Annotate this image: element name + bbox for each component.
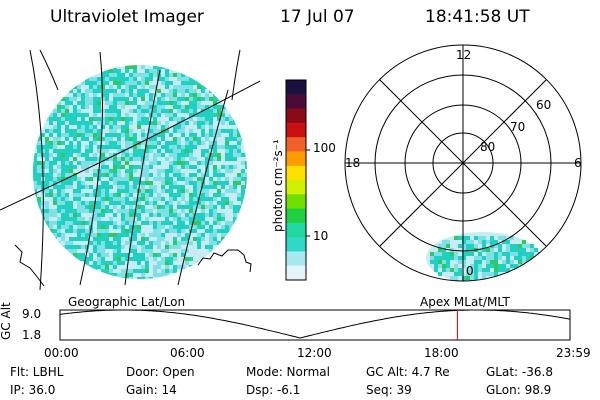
timeline-xtick-0600: 06:00 — [170, 346, 205, 360]
timeline-ylabel: GC Alt — [0, 302, 13, 340]
longitude-line — [124, 69, 161, 286]
colorbar-frame — [285, 79, 307, 281]
status-glon: GLon: 98.9 — [486, 383, 552, 397]
longitude-line — [231, 49, 241, 101]
status-ip: IP: 36.0 — [10, 383, 56, 397]
status-gain: Gain: 14 — [126, 383, 177, 397]
geographic-grid — [0, 49, 260, 290]
status-seq: Seq: 39 — [366, 383, 412, 397]
longitude-line — [79, 51, 103, 286]
timeline-ytick-top: 9.0 — [22, 307, 42, 321]
timeline-ytick-bottom: 1.8 — [22, 328, 42, 342]
status-door: Door: Open — [126, 365, 195, 379]
geographic-panel-title: Geographic Lat/Lon — [68, 295, 186, 309]
status-mode: Mode: Normal — [246, 365, 330, 379]
status-dsp: Dsp: -6.1 — [246, 383, 301, 397]
polar-aurora — [426, 232, 542, 281]
status-glat: GLat: -36.8 — [486, 365, 553, 379]
timeline-xtick-2359: 23:59 — [556, 346, 591, 360]
timeline-plot — [59, 309, 571, 341]
mlat-label-60: 60 — [536, 98, 552, 112]
altitude-curve — [59, 309, 571, 339]
mlat-label-80: 80 — [480, 140, 496, 154]
polar-plot — [344, 44, 582, 282]
latitude-line — [0, 80, 260, 211]
colorbar-tick-10: 10 — [313, 229, 329, 243]
mlt-label-18: 18 — [345, 156, 361, 170]
date-label: 17 Jul 07 — [280, 7, 355, 27]
timeline-xtick-1800: 18:00 — [424, 346, 459, 360]
colorbar — [286, 80, 306, 281]
mlt-label-0: 0 — [466, 264, 474, 278]
status-gc-alt: GC Alt: 4.7 Re — [366, 365, 450, 379]
status-filter: Flt: LBHL — [10, 365, 64, 379]
polar-panel-title: Apex MLat/MLT — [420, 295, 510, 309]
mlt-label-12: 12 — [456, 48, 472, 62]
polar-meridian-diag — [379, 79, 547, 247]
longitude-line — [39, 49, 59, 91]
time-label: 18:41:58 UT — [425, 7, 530, 27]
mlt-label-6: 6 — [574, 156, 582, 170]
colorbar-tick-100: 100 — [313, 141, 336, 155]
coastline — [14, 244, 252, 287]
longitude-line — [29, 49, 44, 290]
mlat-label-70: 70 — [510, 120, 526, 134]
timeline-xtick-1200: 12:00 — [297, 346, 332, 360]
instrument-title: Ultraviolet Imager — [50, 7, 204, 27]
longitude-line — [177, 89, 229, 286]
timeline-xtick-0000: 00:00 — [44, 346, 79, 360]
colorbar-unit-label: photon cm⁻²s⁻¹ — [271, 139, 285, 232]
